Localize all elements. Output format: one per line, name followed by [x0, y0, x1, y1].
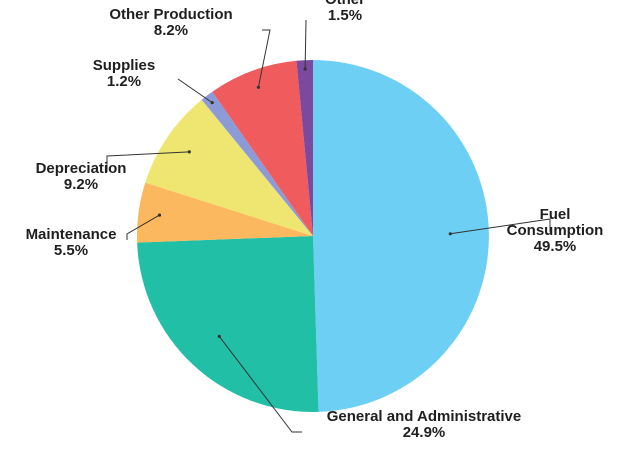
slice-percent-label: 9.2%: [64, 176, 98, 193]
slice-name-label: Other Production: [109, 6, 232, 23]
leader-line: [450, 218, 551, 235]
leader-dot: [217, 334, 221, 338]
slice-name-label: Other: [325, 0, 365, 8]
leader-dot: [448, 232, 452, 236]
leader-dot: [210, 101, 214, 105]
leader-dot: [157, 213, 162, 217]
leader-dot: [187, 150, 191, 154]
slice-percent-label: 1.2%: [107, 73, 141, 90]
slice-name-label: Fuel: [540, 206, 571, 223]
slice-name-label: Consumption: [507, 222, 604, 239]
pie-slice-supplies: [201, 91, 313, 236]
pie-slice-other-production: [212, 60, 313, 236]
slice-percent-label: 5.5%: [54, 242, 88, 259]
leader-line: [177, 78, 213, 104]
pie-slice-fuel-consumption: [313, 60, 489, 412]
slice-name-label: General and Administrative: [327, 408, 522, 425]
leader-line: [218, 336, 302, 433]
leader-line: [106, 151, 190, 172]
leader-line: [304, 19, 307, 70]
pie-slice-general-and-administrative: [137, 236, 319, 412]
slice-percent-label: 1.5%: [328, 7, 362, 24]
slice-percent-label: 24.9%: [403, 424, 446, 441]
leader-line: [126, 214, 160, 240]
slice-percent-label: 8.2%: [154, 22, 188, 39]
slice-name-label: Supplies: [93, 57, 156, 74]
pie-slice-maintenance: [137, 182, 313, 243]
pie-slice-other: [296, 60, 313, 236]
leader-dot: [303, 67, 307, 71]
leader-line: [257, 29, 271, 88]
pie-slice-depreciation: [145, 99, 313, 236]
slice-name-label: Depreciation: [36, 160, 127, 177]
pie-slices: [137, 60, 489, 412]
leader-dot: [256, 85, 260, 89]
slice-percent-label: 49.5%: [534, 238, 577, 255]
slice-name-label: Maintenance: [26, 226, 117, 243]
